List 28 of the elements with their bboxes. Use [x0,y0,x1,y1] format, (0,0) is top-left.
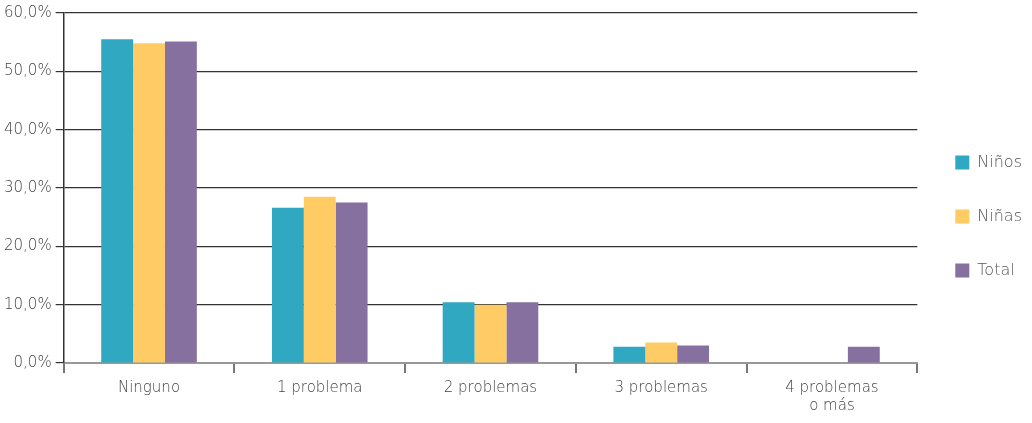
bar [506,302,539,363]
bar [847,346,880,363]
x-tick-label: 2 problemas [443,377,538,396]
y-tick-label: 40,0% [4,119,52,138]
x-tick-label: 1 problema [276,377,363,396]
y-tick-label: 30,0% [4,177,52,196]
bar [442,302,475,363]
y-tick-label: 60,0% [4,2,52,21]
legend-label: Niñas [977,205,1023,225]
bar [133,43,165,363]
bar [474,304,507,363]
y-tick-label: 50,0% [4,61,52,80]
bar [164,41,197,363]
bar [303,196,336,363]
bar [101,39,134,363]
y-tick-label: 10,0% [4,294,52,313]
bar [271,207,304,363]
bar [677,345,710,363]
legend-label: Total [977,259,1015,279]
x-tick-label: 4 problemas o más [785,377,879,414]
y-tick-label: 20,0% [4,236,52,255]
x-tick-label: 3 problemas [614,377,708,396]
y-tick-label: 0,0% [13,352,52,371]
bar [645,342,678,363]
bar [613,346,646,363]
legend-label: Niños [977,151,1022,171]
bar [335,202,368,363]
x-tick-label: Ninguno [117,377,181,396]
